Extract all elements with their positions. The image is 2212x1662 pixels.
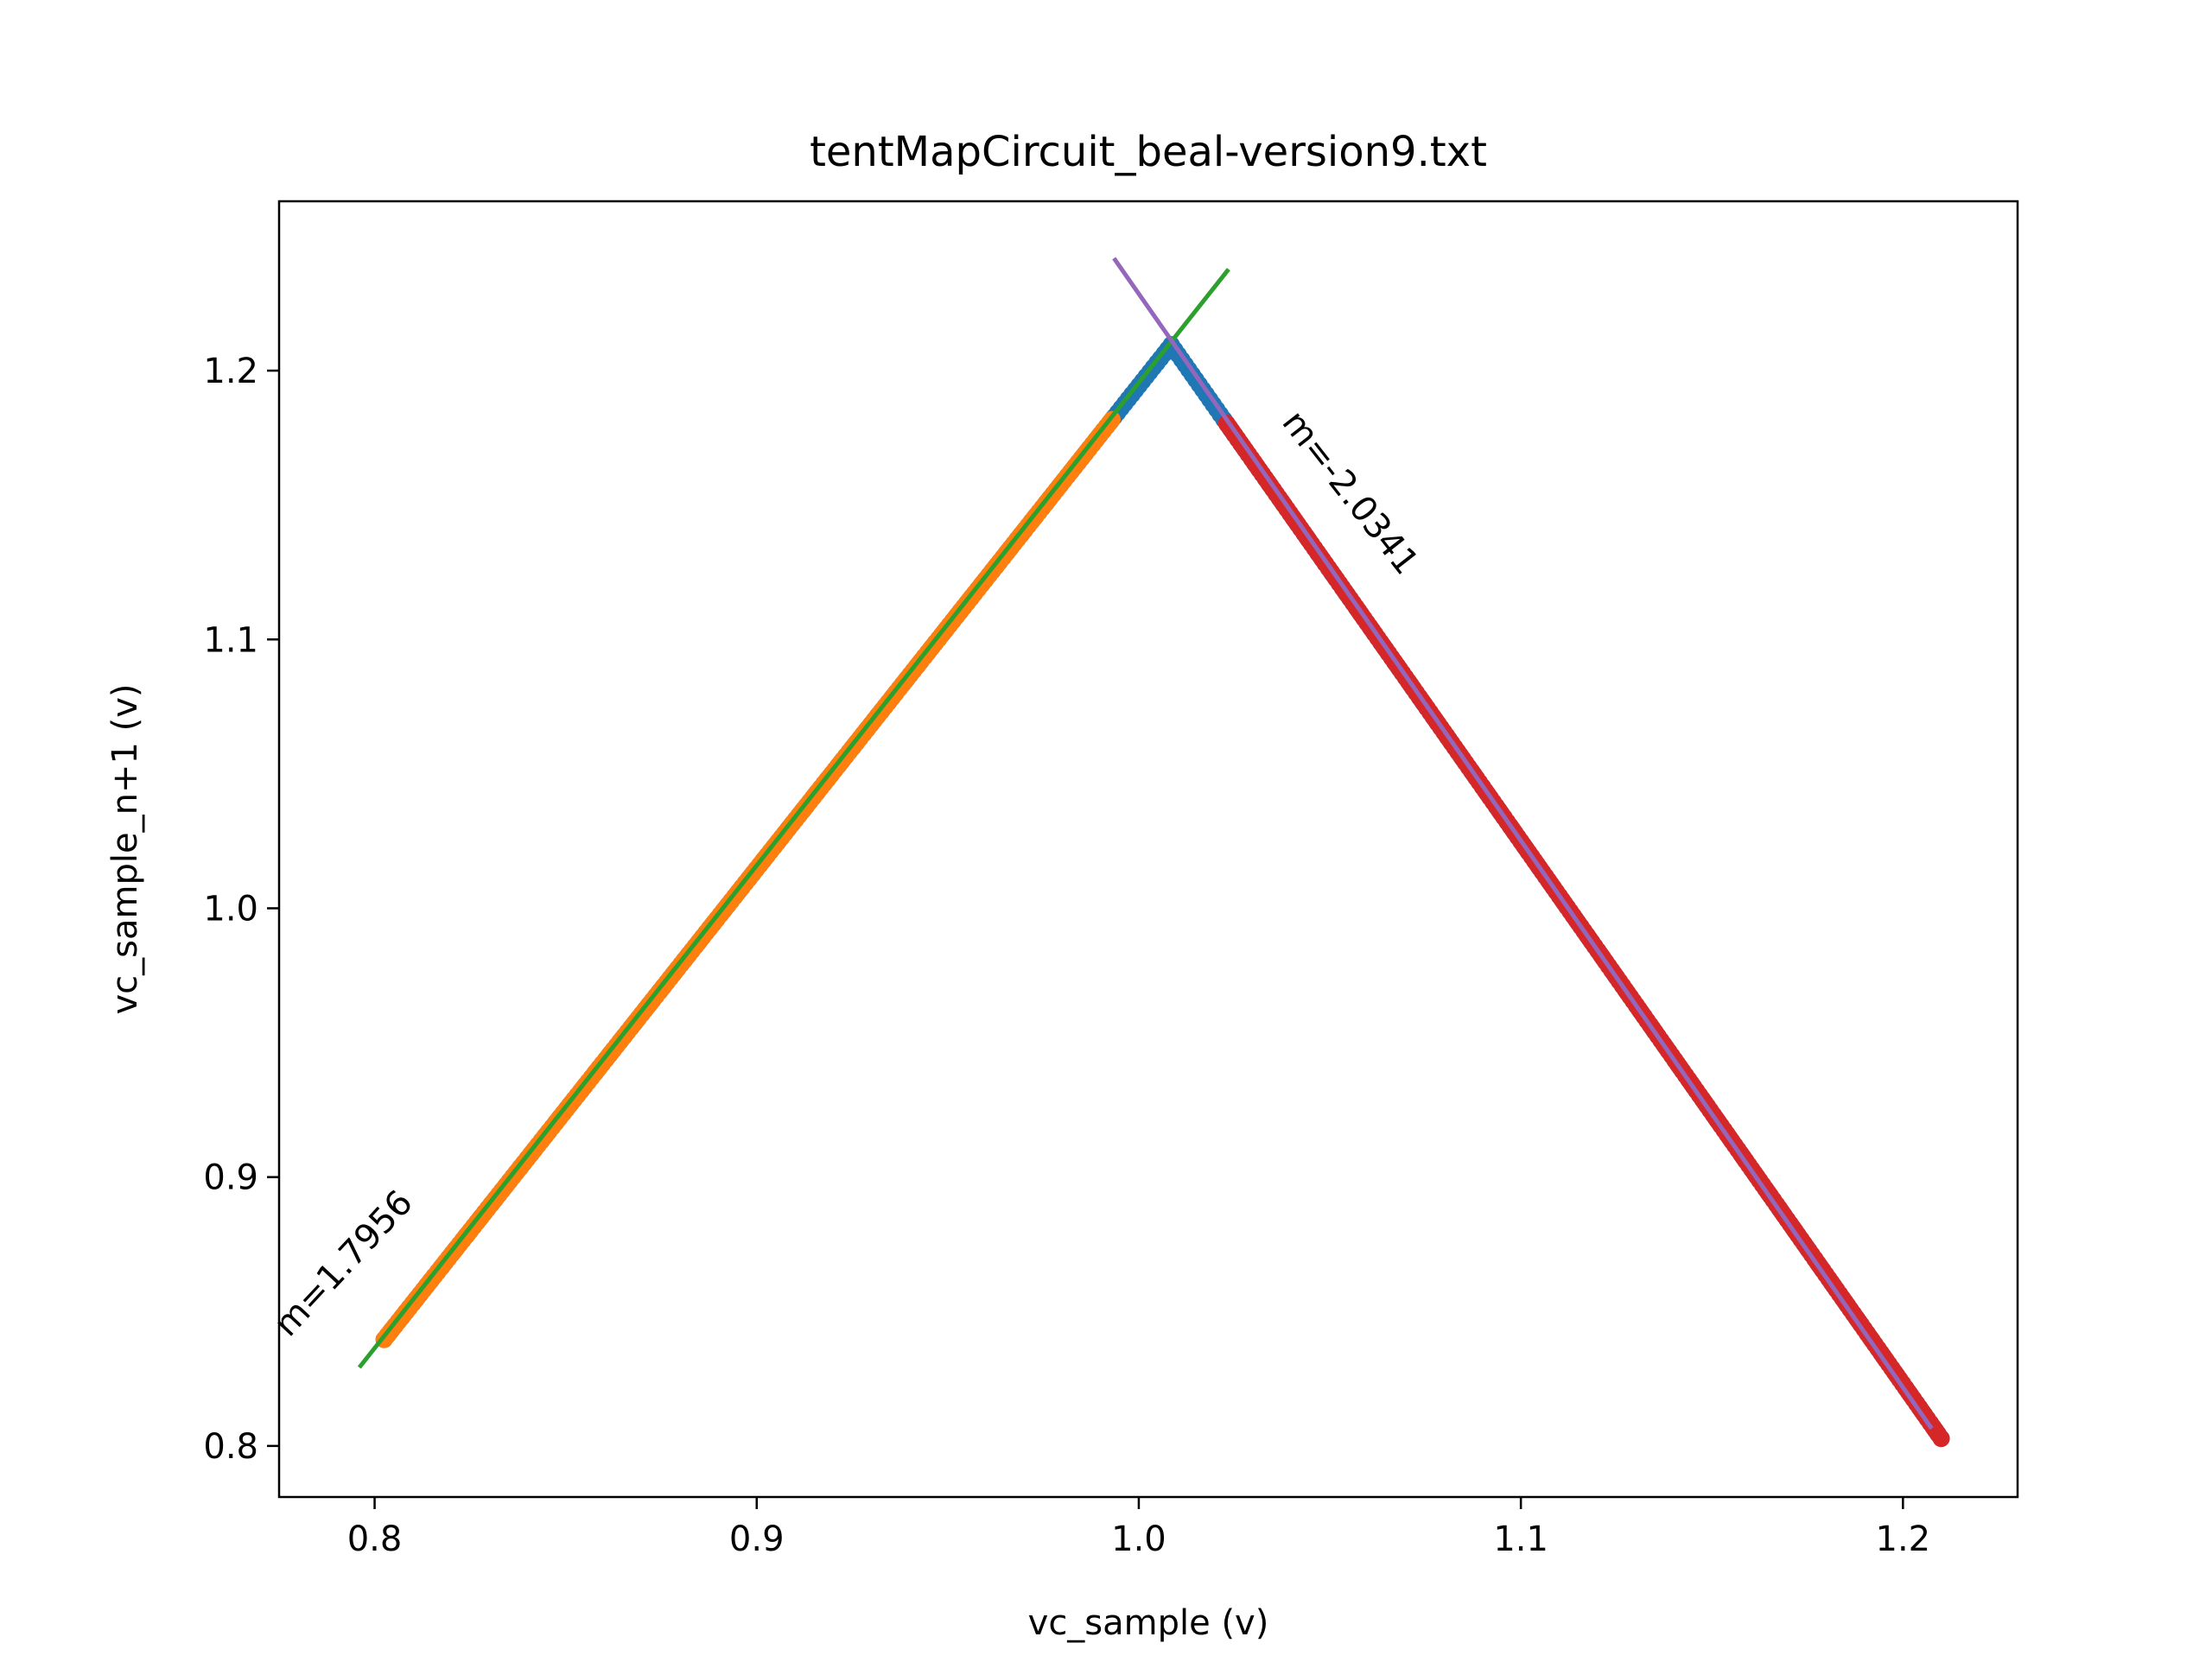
- y-tick-label: 1.0: [203, 889, 258, 929]
- y-axis-label: vc_sample_n+1 (v): [105, 683, 145, 1014]
- fit-line-falling: [1112, 257, 1934, 1430]
- x-tick-label: 1.0: [1111, 1519, 1166, 1559]
- axes-frame: [277, 200, 2019, 1499]
- data-layer: [357, 257, 1950, 1448]
- tick-layer: 0.8 0.9 1.0 1.1 1.2 0.8 0.9 1.0 1.1 1.2: [203, 352, 1930, 1559]
- y-tick-label: 1.2: [203, 352, 258, 391]
- y-tick-label: 1.1: [203, 620, 258, 660]
- y-tick-label: 0.9: [203, 1158, 258, 1198]
- x-tick-label: 1.1: [1493, 1519, 1548, 1559]
- y-tick-label: 0.8: [203, 1427, 258, 1467]
- chart-title: tentMapCircuit_beal-version9.txt: [810, 128, 1487, 176]
- data-point-red: [1932, 1430, 1950, 1448]
- x-tick-label: 1.2: [1876, 1519, 1931, 1559]
- x-tick-label: 0.8: [347, 1519, 403, 1559]
- fit-line-rising: [357, 268, 1230, 1369]
- x-axis-label: vc_sample (v): [1028, 1603, 1269, 1643]
- x-tick-label: 0.9: [729, 1519, 785, 1559]
